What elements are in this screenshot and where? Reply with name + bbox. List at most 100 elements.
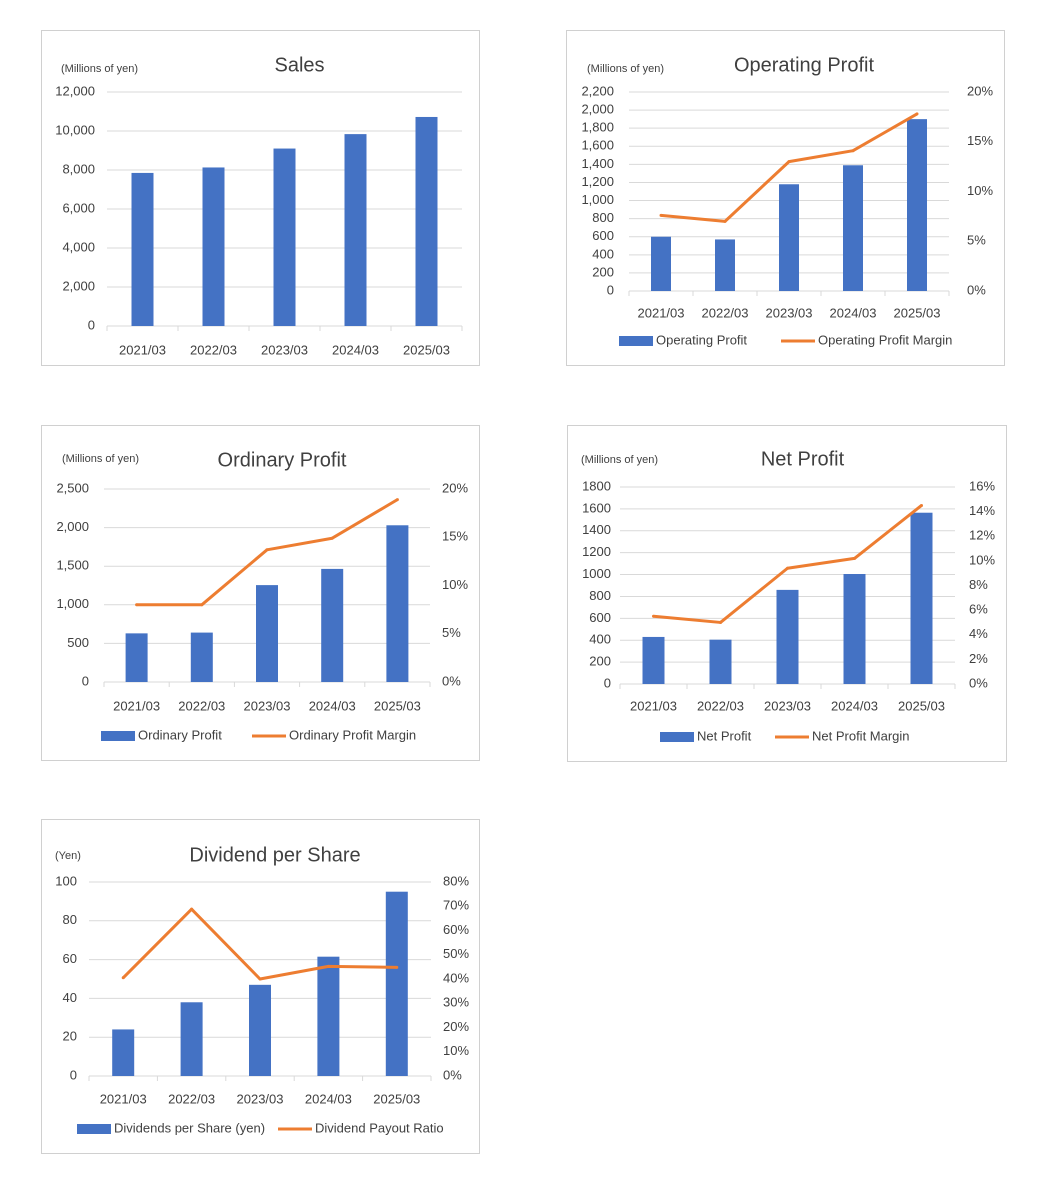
legend-bar-swatch bbox=[101, 731, 135, 741]
y2-tick-label: 10% bbox=[969, 552, 995, 567]
line-point bbox=[719, 620, 722, 624]
x-tick-label: 2023/03 bbox=[764, 698, 811, 713]
line-point bbox=[920, 503, 923, 507]
legend-label: Dividends per Share (yen) bbox=[114, 1120, 265, 1135]
line-point bbox=[652, 614, 655, 618]
legend-label: Net Profit bbox=[697, 728, 752, 743]
y-tick-label: 0 bbox=[82, 673, 89, 688]
x-tick-label: 2025/03 bbox=[373, 1091, 420, 1106]
y-tick-label: 1,500 bbox=[56, 558, 89, 573]
chart-title: Net Profit bbox=[761, 448, 845, 470]
y-tick-label: 1,800 bbox=[581, 120, 614, 135]
y-tick-label: 1,200 bbox=[581, 174, 614, 189]
y-tick-label: 200 bbox=[592, 264, 614, 279]
bar bbox=[907, 119, 927, 292]
bar bbox=[715, 239, 735, 291]
series-line bbox=[122, 907, 397, 981]
x-tick-label: 2025/03 bbox=[894, 305, 941, 320]
x-tick-label: 2023/03 bbox=[244, 698, 291, 713]
y-tick-label: 6,000 bbox=[62, 200, 95, 215]
y-tick-label: 1,400 bbox=[581, 156, 614, 171]
x-tick-label: 2022/03 bbox=[702, 305, 749, 320]
x-tick-label: 2021/03 bbox=[113, 698, 160, 713]
line-point bbox=[786, 566, 789, 570]
y2-tick-label: 5% bbox=[442, 625, 461, 640]
bar bbox=[202, 167, 225, 326]
line-point bbox=[265, 548, 269, 552]
line-point bbox=[851, 149, 855, 153]
chart-title: Operating Profit bbox=[734, 54, 875, 76]
legend-bar-swatch bbox=[77, 1124, 111, 1134]
bar bbox=[910, 512, 933, 684]
line-point bbox=[853, 556, 856, 560]
y-tick-label: 1000 bbox=[582, 566, 611, 581]
line-point bbox=[723, 219, 727, 223]
y-tick-label: 200 bbox=[589, 654, 611, 669]
y2-tick-label: 14% bbox=[969, 503, 995, 518]
y-tick-label: 400 bbox=[589, 632, 611, 647]
y2-tick-label: 10% bbox=[967, 183, 993, 198]
bar bbox=[642, 636, 665, 684]
y2-tick-label: 60% bbox=[443, 922, 469, 937]
y2-tick-label: 4% bbox=[969, 626, 988, 641]
y2-tick-label: 0% bbox=[443, 1067, 462, 1082]
bar bbox=[386, 525, 409, 682]
y-tick-label: 1800 bbox=[582, 478, 611, 493]
y2-tick-label: 20% bbox=[442, 480, 468, 495]
y2-tick-label: 12% bbox=[969, 528, 995, 543]
x-tick-label: 2025/03 bbox=[898, 698, 945, 713]
line-point bbox=[395, 965, 399, 969]
y-tick-label: 2,000 bbox=[62, 278, 95, 293]
y2-tick-label: 50% bbox=[443, 946, 469, 961]
y-tick-label: 2,000 bbox=[56, 519, 89, 534]
y-tick-label: 1200 bbox=[582, 544, 611, 559]
line-point bbox=[915, 112, 919, 116]
unit-label: (Millions of yen) bbox=[62, 453, 139, 465]
legend-label: Dividend Payout Ratio bbox=[315, 1120, 444, 1135]
y2-tick-label: 16% bbox=[969, 478, 995, 493]
y-tick-label: 20 bbox=[63, 1029, 77, 1044]
y-tick-label: 0 bbox=[604, 675, 611, 690]
legend-bar-swatch bbox=[660, 732, 694, 742]
line-point bbox=[135, 603, 139, 607]
x-tick-label: 2022/03 bbox=[178, 698, 225, 713]
line-point bbox=[395, 498, 399, 502]
x-tick-label: 2022/03 bbox=[168, 1091, 215, 1106]
y-tick-label: 8,000 bbox=[62, 161, 95, 176]
y2-tick-label: 5% bbox=[967, 233, 986, 248]
y2-tick-label: 6% bbox=[969, 602, 988, 617]
line-point bbox=[326, 964, 330, 968]
x-tick-label: 2024/03 bbox=[831, 698, 878, 713]
y-tick-label: 500 bbox=[67, 635, 89, 650]
x-tick-label: 2024/03 bbox=[305, 1091, 352, 1106]
unit-label: (Millions of yen) bbox=[587, 63, 664, 75]
x-tick-label: 2024/03 bbox=[332, 342, 379, 357]
line-point bbox=[121, 976, 125, 980]
y2-tick-label: 10% bbox=[443, 1043, 469, 1058]
line-point bbox=[659, 213, 663, 217]
bar bbox=[321, 568, 344, 682]
y2-tick-label: 70% bbox=[443, 898, 469, 913]
x-tick-label: 2023/03 bbox=[237, 1091, 284, 1106]
y2-tick-label: 20% bbox=[443, 1019, 469, 1034]
bar bbox=[843, 165, 863, 291]
chart-title: Ordinary Profit bbox=[218, 449, 347, 471]
y2-tick-label: 2% bbox=[969, 651, 988, 666]
y-tick-label: 600 bbox=[589, 610, 611, 625]
x-tick-label: 2022/03 bbox=[190, 342, 237, 357]
y-tick-label: 80 bbox=[63, 912, 77, 927]
bar bbox=[180, 1002, 203, 1076]
x-tick-label: 2024/03 bbox=[309, 698, 356, 713]
sales-chart: Sales (Millions of yen) 0 2,000 4,000 6,000 8,… bbox=[41, 30, 480, 366]
y2-tick-label: 30% bbox=[443, 995, 469, 1010]
x-tick-label: 2021/03 bbox=[119, 342, 166, 357]
y-tick-label: 0 bbox=[70, 1067, 77, 1082]
y-tick-label: 2,500 bbox=[56, 480, 89, 495]
bar bbox=[776, 589, 799, 684]
y-tick-label: 1,000 bbox=[581, 192, 614, 207]
bar bbox=[190, 632, 213, 682]
y2-tick-label: 15% bbox=[967, 133, 993, 148]
line-point bbox=[258, 977, 262, 981]
line-point bbox=[787, 160, 791, 164]
y2-tick-label: 0% bbox=[442, 673, 461, 688]
